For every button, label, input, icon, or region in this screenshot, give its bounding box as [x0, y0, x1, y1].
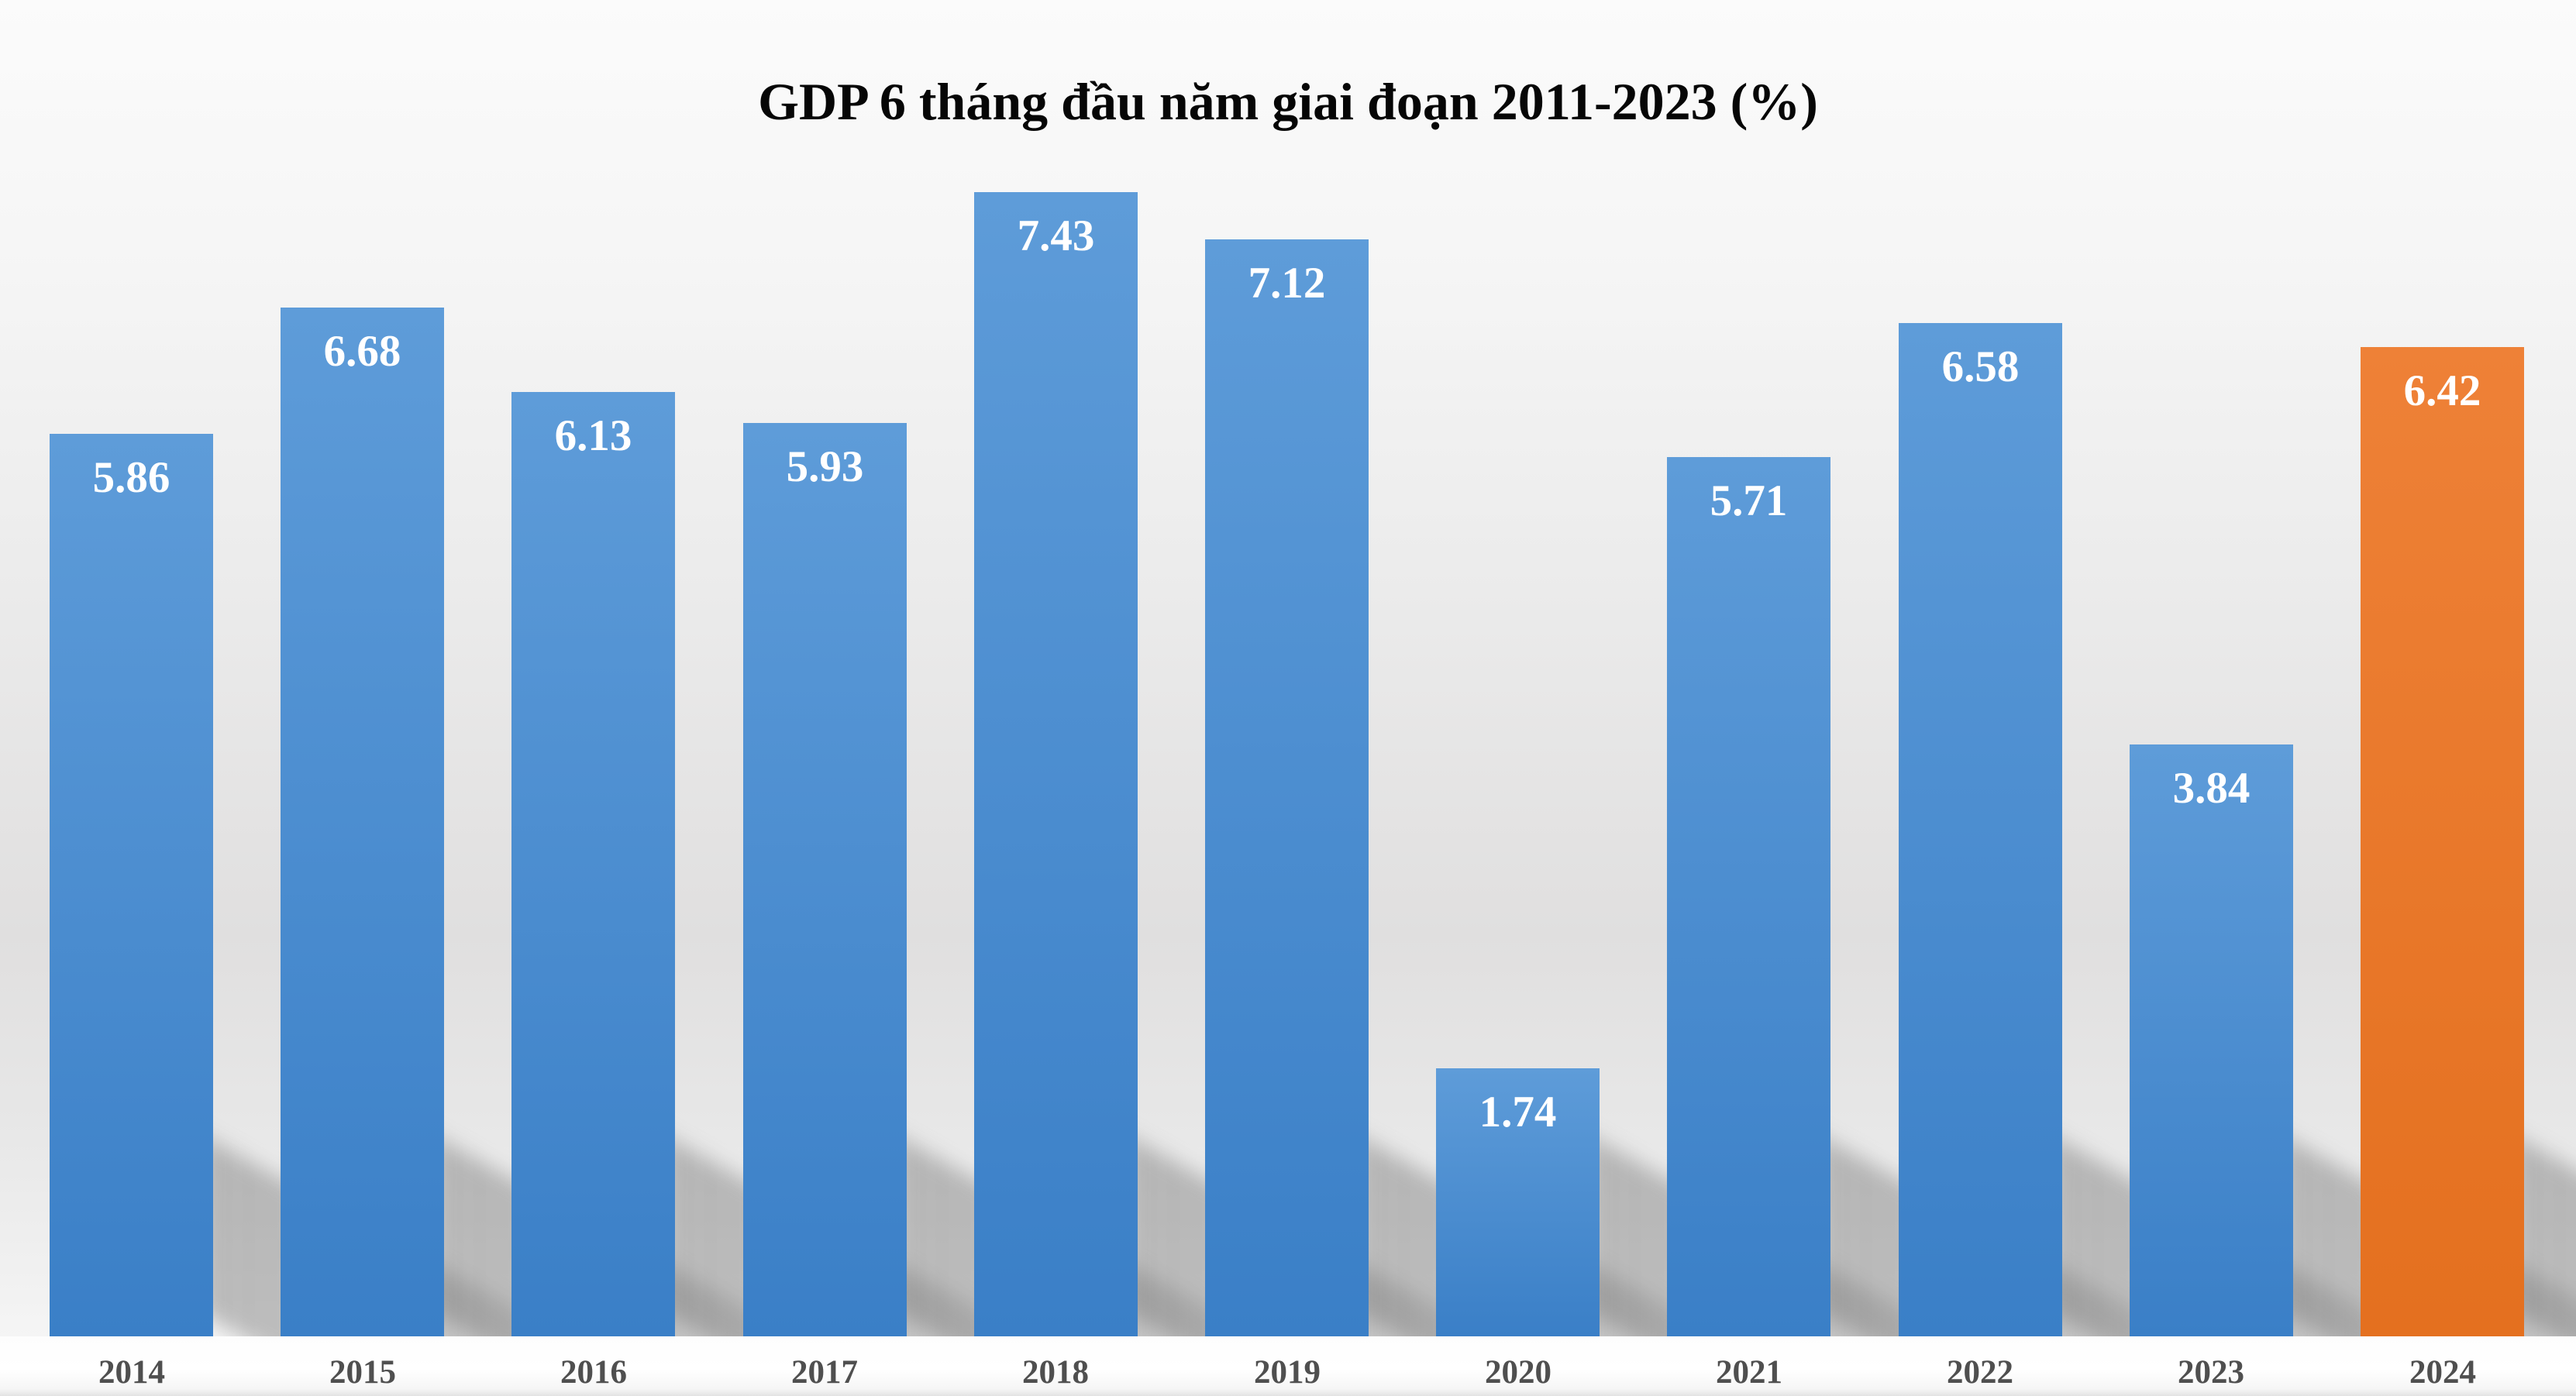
- bar: 7.12: [1205, 239, 1369, 1336]
- x-axis-label: 2017: [791, 1354, 858, 1391]
- bar-value-label: 5.86: [92, 453, 170, 502]
- bar: 1.74: [1436, 1068, 1600, 1336]
- x-axis-label: 2019: [1254, 1354, 1321, 1391]
- bar: 7.43: [974, 192, 1138, 1336]
- bar: 6.68: [281, 308, 444, 1336]
- x-axis-label: 2021: [1716, 1354, 1782, 1391]
- bar-value-label: 5.71: [1710, 476, 1788, 525]
- x-axis: 2014 2015 2016 2017 2018 2019 2020 2021 2022 2023…: [0, 1336, 2576, 1396]
- x-axis-label: 2015: [329, 1354, 396, 1391]
- bar: 6.58: [1899, 323, 2062, 1336]
- bar-value-label: 6.68: [323, 327, 401, 376]
- bar-value-label: 5.93: [786, 442, 864, 491]
- bar-value-label: 6.58: [1941, 342, 2020, 391]
- x-axis-label: 2022: [1947, 1354, 2013, 1391]
- bar-value-label: 1.74: [1479, 1088, 1557, 1136]
- x-axis-label: 2018: [1022, 1354, 1089, 1391]
- chart-title: GDP 6 tháng đầu năm giai đoạn 2011-2023 …: [758, 72, 1818, 131]
- bar: 5.93: [743, 423, 907, 1336]
- bar-value-label: 3.84: [2172, 764, 2251, 813]
- bar-value-label: 6.42: [2403, 366, 2481, 415]
- bar-value-label: 6.13: [554, 411, 632, 460]
- bar: 5.71: [1667, 457, 1830, 1336]
- x-axis-label: 2023: [2178, 1354, 2244, 1391]
- x-axis-label: 2014: [98, 1354, 165, 1391]
- bar: 3.84: [2130, 744, 2293, 1336]
- x-axis-label: 2016: [560, 1354, 627, 1391]
- x-axis-label: 2024: [2409, 1354, 2476, 1391]
- bar: 5.86: [50, 434, 213, 1336]
- bar-value-label: 7.12: [1248, 259, 1326, 308]
- x-axis-label: 2020: [1485, 1354, 1551, 1391]
- bar-value-label: 7.43: [1017, 211, 1095, 260]
- bar: 6.13: [511, 392, 675, 1336]
- plot-area: 5.86 6.68 6.13 5.93 7.43 7.12 1.74 5.71 6.58 3.84…: [0, 0, 2576, 1336]
- bar-highlighted: 6.42: [2361, 347, 2524, 1336]
